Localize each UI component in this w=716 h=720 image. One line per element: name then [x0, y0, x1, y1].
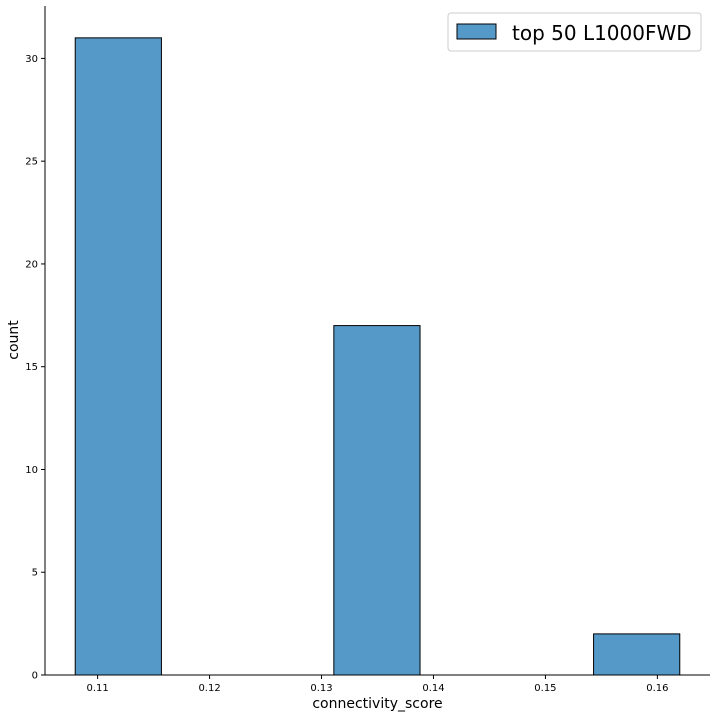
y-axis-label: count: [6, 320, 22, 360]
x-tick-label: 0.15: [534, 683, 556, 694]
legend-swatch: [456, 23, 497, 40]
legend-frame: [447, 12, 702, 52]
legend: top 50 L1000FWD: [447, 12, 702, 52]
y-tick-label: 20: [25, 259, 38, 270]
x-axis-label: connectivity_score: [312, 696, 442, 712]
histogram-bar-0: [74, 37, 162, 676]
y-tick-label: 25: [25, 157, 38, 168]
x-tick-label: 0.13: [310, 683, 332, 694]
y-tick-label: 15: [25, 362, 38, 373]
histogram-bar-6: [593, 633, 681, 676]
x-tick-label: 0.12: [198, 683, 220, 694]
x-tick-label: 0.14: [422, 683, 444, 694]
bars-layer: [74, 37, 681, 676]
y-ticks: 0 5 10 15 20 25 30: [25, 54, 45, 682]
y-tick-label: 10: [25, 465, 38, 476]
y-tick-label: 5: [32, 568, 38, 579]
x-tick-label: 0.11: [86, 683, 108, 694]
y-tick-label: 0: [32, 671, 38, 682]
y-tick-label: 30: [25, 54, 38, 65]
x-tick-label: 0.16: [646, 683, 668, 694]
x-ticks: 0.11 0.12 0.13 0.14 0.15 0.16: [86, 675, 669, 694]
histogram-bar-3: [333, 325, 421, 676]
legend-label: top 50 L1000FWD: [512, 21, 692, 45]
